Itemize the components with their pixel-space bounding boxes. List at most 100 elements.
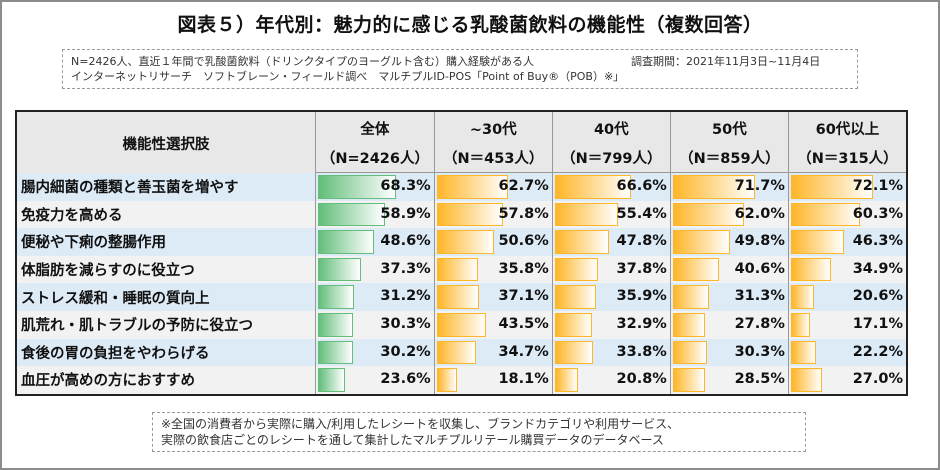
data-bar (554, 285, 596, 309)
table-row: 肌荒れ・肌トラブルの予防に役立つ 30.3% 43.5% 32.9% 27.8% 17.1… (15, 310, 907, 339)
row-label: 肌荒れ・肌トラブルの予防に役立つ (15, 310, 316, 339)
data-bar (672, 230, 730, 254)
value-cell: 27.0% (787, 366, 907, 395)
value-cell: 72.1% (787, 172, 907, 201)
value-label: 31.2% (380, 288, 431, 305)
data-bar (436, 368, 458, 392)
value-cell: 30.2% (315, 338, 435, 367)
value-cell: 28.5% (669, 366, 789, 395)
row-label: 食後の胃の負担をやわらげる (15, 338, 316, 367)
footnote-line2: 実際の飲食店ごとのレシートを通して集計したマルチプルリテール購買データのデータベ… (161, 433, 664, 447)
data-bar (318, 230, 374, 254)
value-label: 37.8% (616, 260, 667, 277)
value-label: 31.3% (734, 288, 785, 305)
value-cell: 31.3% (669, 283, 789, 311)
value-label: 35.9% (616, 288, 667, 305)
value-label: 23.6% (380, 371, 431, 388)
value-label: 68.3% (380, 178, 431, 194)
value-label: 55.4% (616, 205, 667, 222)
column-header: 60代以上 (787, 111, 907, 143)
value-cell: 43.5% (433, 310, 553, 339)
value-label: 46.3% (852, 233, 903, 250)
value-label: 49.8% (734, 233, 785, 250)
survey-period: 調査期間：2021年11月3日~11月4日 (631, 55, 821, 68)
row-label: ストレス緩和・睡眠の質向上 (15, 283, 316, 311)
data-bar (318, 285, 354, 309)
value-cell: 55.4% (551, 200, 671, 229)
value-cell: 71.7% (669, 172, 789, 201)
results-table: 機能性選択肢 全体 ~30代 40代 50代 60代以上 （N=2426人） （N＝453… (15, 110, 908, 396)
column-header: 全体 (315, 111, 435, 143)
value-cell: 49.8% (669, 228, 789, 256)
row-label: 免疫力を高める (15, 200, 316, 229)
table-row: ストレス緩和・睡眠の質向上 31.2% 37.1% 35.9% 31.3% 20.6% (15, 283, 907, 311)
value-cell: 57.8% (433, 200, 553, 229)
value-label: 28.5% (734, 371, 785, 388)
column-sample-size: （N=2426人） (315, 143, 435, 173)
value-cell: 32.9% (551, 310, 671, 339)
table-row: 腸内細菌の種類と善玉菌を増やす 68.3% 62.7% 66.6% 71.7% 72.1% (15, 172, 907, 201)
value-cell: 20.6% (787, 283, 907, 311)
data-bar (318, 368, 346, 392)
value-label: 22.2% (852, 343, 903, 360)
data-bar (318, 202, 386, 227)
column-header: ~30代 (433, 111, 553, 143)
value-label: 71.7% (734, 178, 785, 194)
data-bar (436, 312, 487, 337)
value-cell: 34.7% (433, 338, 553, 367)
data-bar (318, 340, 353, 365)
survey-note-line2: インターネットリサーチ ソフトブレーン・フィールド調べ マルチプルID-POS「… (71, 70, 625, 83)
table-row: 血圧が高めの方におすすめ 23.6% 18.1% 20.8% 28.5% 27.0% (15, 366, 907, 395)
data-bar (436, 230, 495, 254)
row-label: 便秘や下痢の整腸作用 (15, 228, 316, 256)
value-cell: 30.3% (669, 338, 789, 367)
value-cell: 20.8% (551, 366, 671, 395)
value-cell: 62.7% (433, 172, 553, 201)
chart-title: 図表５）年代別：魅力的に感じる乳酸菌飲料の機能性（複数回答） (177, 14, 763, 36)
value-label: 62.0% (734, 205, 785, 222)
value-label: 60.3% (852, 205, 903, 222)
data-bar (672, 340, 708, 365)
value-cell: 60.3% (787, 200, 907, 229)
data-bar (436, 202, 503, 227)
data-bar (790, 285, 815, 309)
column-header: 50代 (669, 111, 789, 143)
row-label: 腸内細菌の種類と善玉菌を増やす (15, 172, 316, 201)
data-bar (790, 257, 831, 282)
column-sample-size: （N＝453人） (433, 143, 553, 173)
data-bar (790, 340, 817, 365)
value-label: 30.3% (734, 343, 785, 360)
column-header: 40代 (551, 111, 671, 143)
value-label: 27.8% (734, 315, 785, 332)
row-header: 機能性選択肢 (15, 111, 316, 173)
value-label: 37.3% (380, 260, 431, 277)
value-cell: 50.6% (433, 228, 553, 256)
data-bar (672, 285, 709, 309)
data-bar (554, 230, 610, 254)
value-label: 20.6% (852, 288, 903, 305)
value-cell: 58.9% (315, 200, 435, 229)
value-label: 20.8% (616, 371, 667, 388)
data-bar (554, 368, 579, 392)
data-bar (554, 340, 594, 365)
footnote-line1: ※全国の消費者から実際に購入/利用したレシートを収集し、ブランドカテゴリや利用サ… (161, 417, 680, 431)
column-sample-size: （N＝799人） (551, 143, 671, 173)
data-bar (672, 368, 706, 392)
value-cell: 62.0% (669, 200, 789, 229)
table-row: 免疫力を高める 58.9% 57.8% 55.4% 62.0% 60.3% (15, 200, 907, 229)
value-label: 48.6% (380, 233, 431, 250)
value-cell: 17.1% (787, 310, 907, 339)
data-bar (790, 368, 822, 392)
value-cell: 30.3% (315, 310, 435, 339)
survey-note-line1: N=2426人、直近１年間で乳酸菌飲料（ドリンクタイプのヨーグルト含む）購入経験… (71, 55, 534, 68)
table-row: 体脂肪を減らすのに役立つ 37.3% 35.8% 37.8% 40.6% 34.9% (15, 255, 907, 284)
value-label: 33.8% (616, 343, 667, 360)
row-label: 体脂肪を減らすのに役立つ (15, 255, 316, 284)
value-cell: 37.1% (433, 283, 553, 311)
value-label: 32.9% (616, 315, 667, 332)
value-label: 17.1% (852, 315, 903, 332)
value-label: 66.6% (616, 178, 667, 194)
data-bar (672, 202, 744, 227)
footnote: ※全国の消費者から実際に購入/利用したレシートを収集し、ブランドカテゴリや利用サ… (152, 412, 806, 452)
